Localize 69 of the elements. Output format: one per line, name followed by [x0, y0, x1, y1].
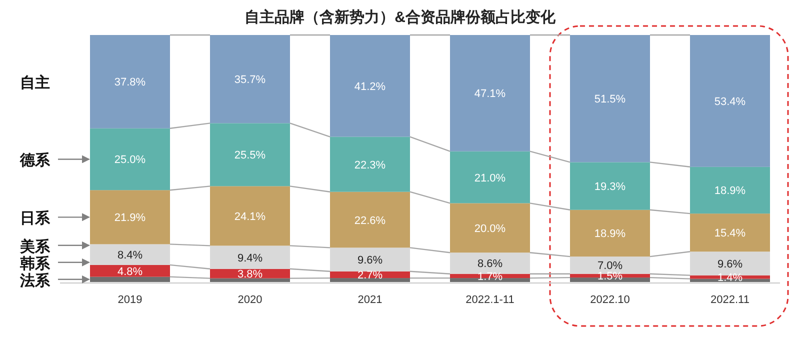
data-label: 3.8% [237, 268, 263, 281]
data-label: 22.3% [354, 159, 386, 172]
bar [570, 210, 650, 257]
bar [330, 278, 410, 282]
x-tick-label: 2022.11 [710, 294, 750, 306]
bar [570, 35, 650, 162]
data-label: 1.5% [597, 270, 623, 283]
data-label: 53.4% [714, 96, 746, 108]
data-label: 18.9% [714, 185, 746, 198]
bar [330, 192, 410, 248]
bar [90, 190, 170, 244]
data-label: 20.0% [474, 222, 506, 235]
bar [90, 35, 170, 128]
x-tick-label: 2020 [238, 294, 262, 306]
data-label: 1.4% [717, 272, 743, 284]
data-label: 9.6% [717, 258, 743, 270]
data-label: 2.7% [357, 270, 383, 282]
text: 法系 [19, 272, 51, 290]
bar [690, 35, 770, 167]
x-tick-label: 2022.1-11 [466, 294, 514, 306]
bar [690, 214, 770, 252]
data-label: 22.6% [354, 214, 386, 227]
bar [210, 278, 290, 282]
data-label: 9.4% [237, 252, 263, 264]
x-tick-label: 2022.10 [590, 294, 630, 306]
data-label: 18.9% [594, 228, 626, 240]
bar [210, 186, 290, 246]
bar [450, 252, 530, 274]
chart-title: 自主品牌（含新势力）&合资品牌份额占比变化 [244, 8, 556, 26]
bar [90, 276, 170, 282]
text: 韩系 [19, 255, 51, 272]
data-label: 21.9% [114, 212, 146, 224]
bar [450, 151, 530, 204]
x-tick-label: 2019 [118, 294, 142, 306]
data-label: 15.4% [714, 228, 746, 240]
bar [450, 35, 530, 152]
data-label: 21.0% [474, 172, 506, 184]
bar [330, 35, 410, 137]
bar [210, 35, 290, 124]
data-label: 25.0% [114, 154, 146, 166]
bar [330, 248, 410, 272]
data-label: 25.5% [234, 150, 266, 162]
data-label: 41.2% [354, 80, 386, 93]
bar [210, 246, 290, 269]
data-label: 8.4% [117, 250, 143, 262]
bar [690, 166, 770, 214]
text: 德系 [19, 152, 51, 170]
data-label: 51.5% [594, 94, 626, 106]
bar [90, 244, 170, 265]
text: 美系 [19, 237, 51, 256]
text: 自主 [20, 74, 50, 92]
bar [330, 136, 410, 192]
data-label: 37.8% [114, 76, 146, 89]
data-label: 47.1% [474, 88, 506, 100]
data-label: 4.8% [117, 266, 143, 278]
data-label: 35.7% [234, 74, 266, 86]
bar [90, 264, 170, 277]
data-label: 7.0% [597, 260, 623, 272]
data-label: 9.6% [357, 254, 383, 267]
data-label: 19.3% [594, 181, 626, 194]
data-label: 8.6% [477, 258, 503, 270]
bar [90, 128, 170, 190]
data-label: 1.7% [477, 270, 503, 283]
text: 日系 [20, 210, 51, 228]
data-label: 24.1% [234, 210, 266, 223]
x-tick-label: 2021 [358, 294, 382, 306]
bar [570, 162, 650, 210]
bar [210, 123, 290, 186]
bar [450, 203, 530, 253]
